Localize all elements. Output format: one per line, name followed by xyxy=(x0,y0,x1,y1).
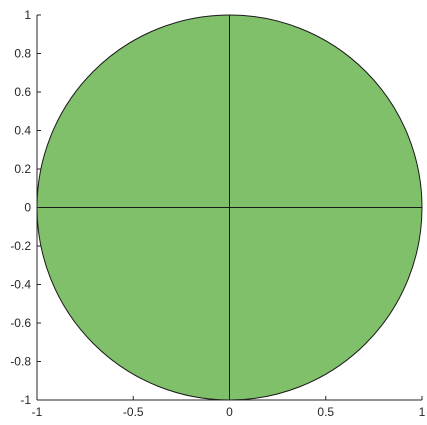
x-tick-label: 0 xyxy=(226,405,233,419)
x-tick-label: 0.5 xyxy=(317,405,334,419)
y-tick-label: -1 xyxy=(20,393,31,407)
y-tick-label: -0.2 xyxy=(10,239,31,253)
ticks: -1 -0.5 0 0.5 1 -1 -0.8 -0.6 -0.4 -0.2 0 0.2 0.4 0.6 0… xyxy=(10,8,425,419)
y-tick-label: 0.6 xyxy=(14,85,31,99)
y-tick-label: -0.8 xyxy=(10,355,31,369)
y-tick-label: -0.4 xyxy=(10,278,31,292)
y-tick-label: 0.8 xyxy=(14,47,31,61)
y-tick-label: 0 xyxy=(24,201,31,215)
y-tick-label: 0.4 xyxy=(14,124,31,138)
plot-area xyxy=(36,14,423,401)
y-tick-label: 0.2 xyxy=(14,162,31,176)
x-tick-label: -0.5 xyxy=(123,405,144,419)
y-tick-label: -0.6 xyxy=(10,316,31,330)
y-tick-label: 1 xyxy=(24,8,31,22)
x-tick-label: -1 xyxy=(32,405,43,419)
x-tick-label: 1 xyxy=(419,405,426,419)
